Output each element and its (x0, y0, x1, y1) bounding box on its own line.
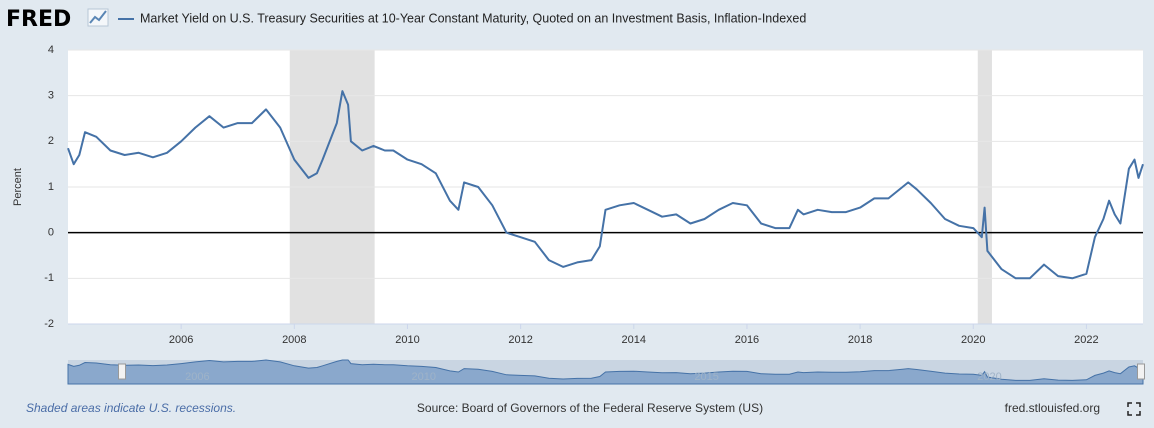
x-tick-label: 2018 (848, 334, 872, 346)
x-tick-label: 2014 (622, 334, 646, 346)
y-tick-label: 4 (48, 44, 54, 56)
navigator-tick-label: 2010 (411, 371, 435, 383)
site: fred.stlouisfed.org (1005, 401, 1100, 415)
logo-icon (87, 8, 109, 27)
fullscreen-icon[interactable] (1127, 402, 1141, 416)
x-tick-label: 2020 (961, 334, 985, 346)
navigator-handle[interactable] (1137, 363, 1145, 380)
x-tick-label: 2008 (282, 334, 306, 346)
logo: FRED (6, 7, 71, 32)
navigator-tick-label: 2006 (185, 371, 209, 383)
y-tick-label: 2 (48, 135, 54, 147)
y-tick-label: -2 (44, 318, 54, 330)
recession-note: Shaded areas indicate U.S. recessions. (26, 401, 236, 415)
y-tick-label: 1 (48, 181, 54, 193)
source: Source: Board of Governors of the Federa… (417, 401, 763, 415)
y-tick-label: 0 (48, 227, 54, 239)
series-title: Market Yield on U.S. Treasury Securities… (140, 11, 806, 25)
y-tick-label: 3 (48, 90, 54, 102)
series-line (67, 90, 1144, 280)
navigator-tick-label: 2015 (694, 371, 718, 383)
navigator-handle[interactable] (118, 363, 126, 380)
y-axis-label: Percent (12, 168, 24, 206)
x-tick-label: 2016 (735, 334, 759, 346)
navigator-series (67, 359, 1144, 385)
x-tick-label: 2012 (508, 334, 532, 346)
x-tick-label: 2006 (169, 334, 193, 346)
navigator-tick-label: 2020 (977, 371, 1001, 383)
y-tick-label: -1 (44, 272, 54, 284)
x-tick-label: 2010 (395, 334, 419, 346)
x-tick-label: 2022 (1074, 334, 1098, 346)
